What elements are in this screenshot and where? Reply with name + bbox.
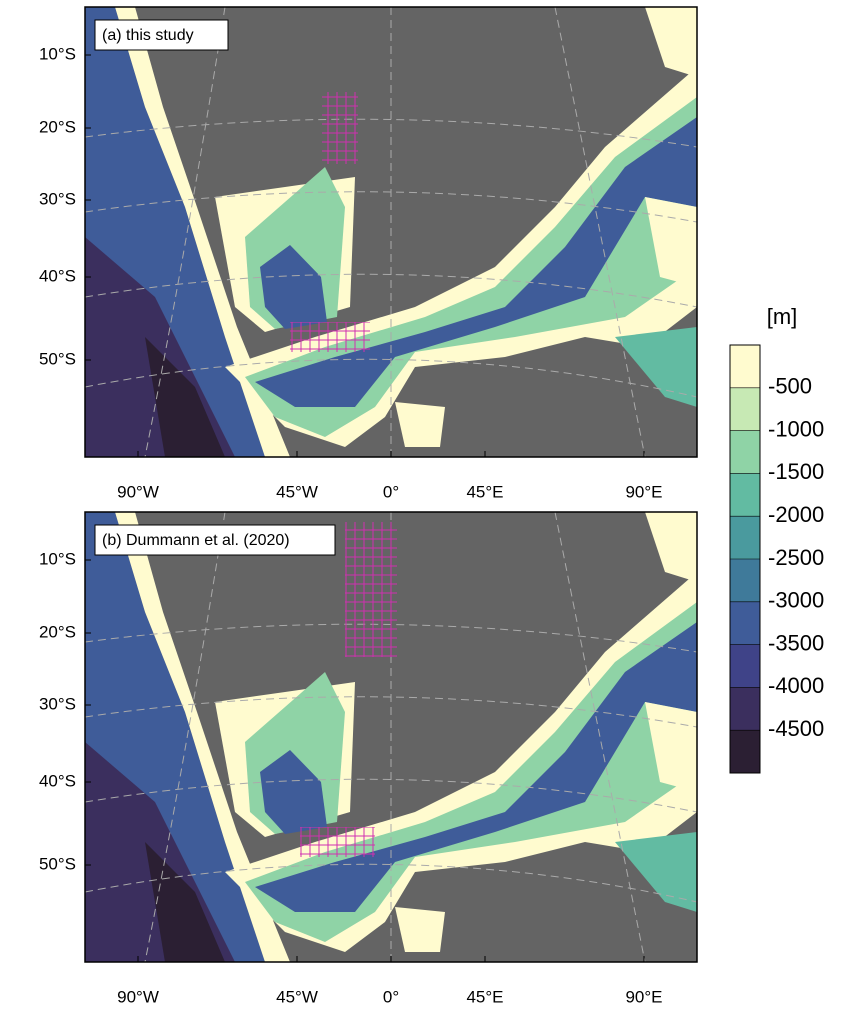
hatched-region	[345, 522, 397, 657]
color-box	[730, 644, 760, 688]
colorbar-label: -2500	[768, 545, 824, 570]
colorbar-label: -4500	[768, 716, 824, 741]
label-box	[94, 524, 336, 556]
y-tick-label: 30°S	[39, 189, 76, 208]
colorbar-frame	[729, 344, 761, 774]
x-tick-label: 45°E	[466, 482, 503, 501]
x-tick-label: 90°E	[625, 482, 662, 501]
colorbar-label: -1000	[768, 416, 824, 441]
x-tick-label: 90°W	[117, 987, 159, 1006]
colorbar-label: -3500	[768, 630, 824, 655]
y-tick-label: 20°S	[39, 117, 76, 136]
hatched-region	[322, 92, 358, 164]
color-box	[730, 516, 760, 559]
y-tick-label: 50°S	[39, 349, 76, 368]
colorbar-label: -500	[768, 374, 812, 399]
bathymetry-map	[85, 7, 697, 457]
color-box	[730, 345, 760, 388]
colorbar-label: -2000	[768, 502, 824, 527]
x-tick-label: 90°E	[625, 987, 662, 1006]
y-tick-label: 50°S	[39, 854, 76, 873]
y-tick-label: 30°S	[39, 694, 76, 713]
y-tick-label: 20°S	[39, 622, 76, 641]
y-tick-label: 40°S	[39, 771, 76, 790]
colorbar-unit: [m]	[767, 304, 798, 329]
y-tick-label: 10°S	[39, 44, 76, 63]
y-tick-label: 10°S	[39, 549, 76, 568]
x-tick-label: 45°E	[466, 987, 503, 1006]
colorbar-label: -4000	[768, 673, 824, 698]
panel-a: (a) this study	[84, 6, 698, 458]
color-box	[730, 687, 760, 731]
x-tick-label: 90°W	[117, 482, 159, 501]
panel-b: (b) Dummann et al. (2020)	[84, 511, 698, 963]
label-box	[94, 19, 229, 51]
color-box	[730, 559, 760, 602]
hatched-region	[300, 827, 375, 857]
colorbar-label: -3000	[768, 588, 824, 613]
colorbar-label: -1500	[768, 459, 824, 484]
x-tick-label: 0°	[383, 987, 399, 1006]
color-box	[730, 473, 760, 517]
color-box	[730, 430, 760, 474]
color-box	[730, 730, 760, 773]
panel-label: (b) Dummann et al. (2020)	[102, 532, 290, 549]
x-tick-label: 0°	[383, 482, 399, 501]
x-tick-label: 45°W	[276, 987, 318, 1006]
color-box	[730, 601, 760, 645]
panel-label: (a) this study	[102, 27, 194, 44]
color-box	[730, 387, 760, 431]
x-tick-label: 45°W	[276, 482, 318, 501]
hatched-region	[290, 322, 370, 352]
y-tick-label: 40°S	[39, 266, 76, 285]
